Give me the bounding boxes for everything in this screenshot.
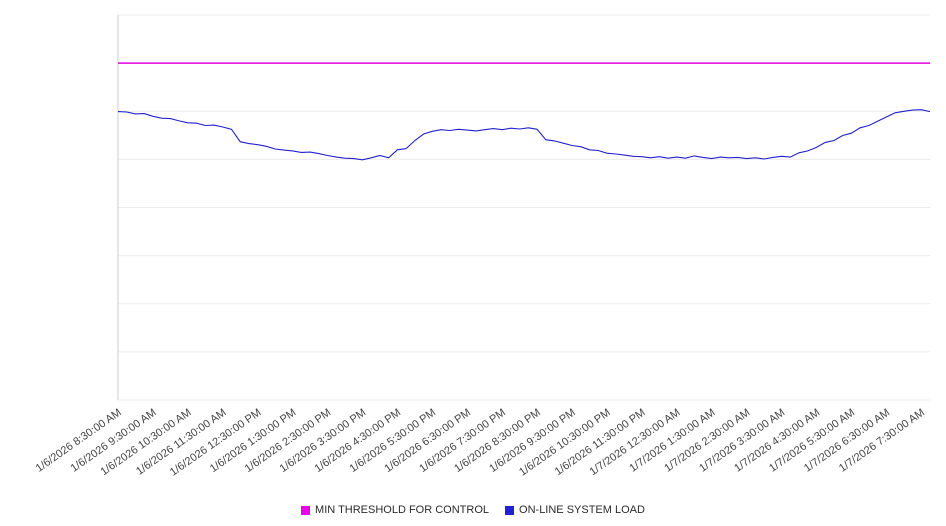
chart-plot: 1/6/2026 8:30:00 AM1/6/2026 9:30:00 AM1/… [34, 14, 931, 479]
legend-item-system-load: ON-LINE SYSTEM LOAD [505, 504, 645, 516]
chart-legend: MIN THRESHOLD FOR CONTROL ON-LINE SYSTEM… [0, 504, 946, 516]
load-series-swatch-icon [505, 505, 515, 515]
system-load-line [117, 109, 931, 161]
legend-label-min-threshold: MIN THRESHOLD FOR CONTROL [315, 504, 490, 516]
legend-label-system-load: ON-LINE SYSTEM LOAD [519, 504, 645, 516]
legend-item-min-threshold: MIN THRESHOLD FOR CONTROL [301, 504, 489, 516]
threshold-series-swatch-icon [301, 505, 311, 515]
